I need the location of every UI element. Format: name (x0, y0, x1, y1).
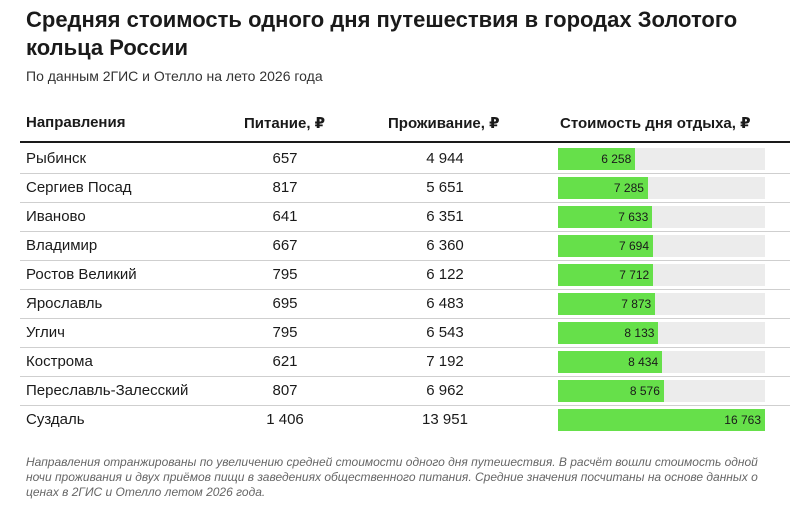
city-name: Углич (26, 324, 65, 341)
city-name: Сергиев Посад (26, 179, 132, 196)
day-cost-bar: 7 633 (558, 206, 653, 228)
bar-track: 7 694 (558, 235, 765, 257)
city-name: Иваново (26, 208, 86, 225)
accommodation-cost: 4 944 (426, 150, 464, 167)
page-title: Средняя стоимость одного дня путешествия… (26, 7, 738, 60)
food-cost: 667 (272, 237, 298, 254)
city-name: Кострома (26, 353, 93, 370)
city-name: Суздаль (26, 411, 85, 428)
bar-track: 8 434 (558, 351, 765, 373)
day-cost-label: 8 434 (628, 355, 659, 369)
day-cost-bar: 6 258 (558, 148, 636, 170)
bar-track: 8 576 (558, 380, 765, 402)
accommodation-cost: 6 543 (426, 324, 464, 341)
table-row: Сергиев Посад 817 5 651 7 285 (0, 174, 800, 203)
bar-track: 6 258 (558, 148, 765, 170)
food-cost: 817 (272, 179, 298, 196)
day-cost-label: 7 712 (619, 268, 650, 282)
food-cost: 657 (272, 150, 298, 167)
table-row: Суздаль 1 406 13 951 16 763 (0, 406, 800, 435)
footnote: Направления отранжированы по увеличению … (26, 455, 758, 499)
city-name: Рыбинск (26, 150, 87, 167)
food-cost: 807 (272, 382, 298, 399)
day-cost-label: 8 576 (629, 384, 660, 398)
table-row: Ярославль 695 6 483 7 873 (0, 290, 800, 319)
day-cost-bar: 7 285 (558, 177, 648, 199)
bar-track: 8 133 (558, 322, 765, 344)
day-cost-bar: 7 694 (558, 235, 653, 257)
bar-track: 16 763 (558, 409, 765, 431)
day-cost-bar: 8 576 (558, 380, 664, 402)
day-cost-label: 7 873 (621, 297, 652, 311)
accommodation-cost: 6 483 (426, 295, 464, 312)
header-divider (20, 141, 790, 143)
food-cost: 795 (272, 266, 298, 283)
bar-track: 7 873 (558, 293, 765, 315)
day-cost-bar: 7 712 (558, 264, 654, 286)
day-cost-bar: 8 434 (558, 351, 663, 373)
accommodation-cost: 7 192 (426, 353, 464, 370)
table-row: Переславль-Залесский 807 6 962 8 576 (0, 377, 800, 406)
table-row: Углич 795 6 543 8 133 (0, 319, 800, 348)
header-day-cost: Стоимость дня отдыха, ₽ (560, 115, 751, 132)
bar-track: 7 633 (558, 206, 765, 228)
table-row: Кострома 621 7 192 8 434 (0, 348, 800, 377)
day-cost-label: 8 133 (624, 326, 655, 340)
header-destinations: Направления (26, 114, 126, 131)
table-body: Рыбинск 657 4 944 6 258 Сергиев Посад 817 5 65… (0, 145, 800, 435)
city-name: Переславль-Залесский (26, 382, 189, 399)
day-cost-label: 7 285 (613, 181, 644, 195)
table-row: Владимир 667 6 360 7 694 (0, 232, 800, 261)
day-cost-label: 7 694 (618, 239, 649, 253)
day-cost-label: 6 258 (601, 152, 632, 166)
accommodation-cost: 6 962 (426, 382, 464, 399)
food-cost: 795 (272, 324, 298, 341)
city-name: Ярославль (26, 295, 103, 312)
accommodation-cost: 6 122 (426, 266, 464, 283)
table-row: Ростов Великий 795 6 122 7 712 (0, 261, 800, 290)
day-cost-label: 7 633 (618, 210, 649, 224)
accommodation-cost: 6 360 (426, 237, 464, 254)
table-header: Направления Питание, ₽ Проживание, ₽ Сто… (0, 114, 800, 136)
page-subtitle: По данным 2ГИС и Отелло на лето 2026 год… (26, 68, 323, 84)
food-cost: 641 (272, 208, 298, 225)
day-cost-bar: 8 133 (558, 322, 659, 344)
day-cost-label: 16 763 (724, 413, 761, 427)
accommodation-cost: 13 951 (422, 411, 468, 428)
accommodation-cost: 5 651 (426, 179, 464, 196)
bar-track: 7 712 (558, 264, 765, 286)
food-cost: 1 406 (266, 411, 304, 428)
header-food: Питание, ₽ (244, 115, 326, 132)
accommodation-cost: 6 351 (426, 208, 464, 225)
city-name: Ростов Великий (26, 266, 137, 283)
header-accommodation: Проживание, ₽ (388, 115, 500, 132)
table-row: Иваново 641 6 351 7 633 (0, 203, 800, 232)
bar-track: 7 285 (558, 177, 765, 199)
table-row: Рыбинск 657 4 944 6 258 (0, 145, 800, 174)
day-cost-bar: 7 873 (558, 293, 656, 315)
day-cost-bar: 16 763 (558, 409, 765, 431)
food-cost: 621 (272, 353, 298, 370)
food-cost: 695 (272, 295, 298, 312)
city-name: Владимир (26, 237, 98, 254)
